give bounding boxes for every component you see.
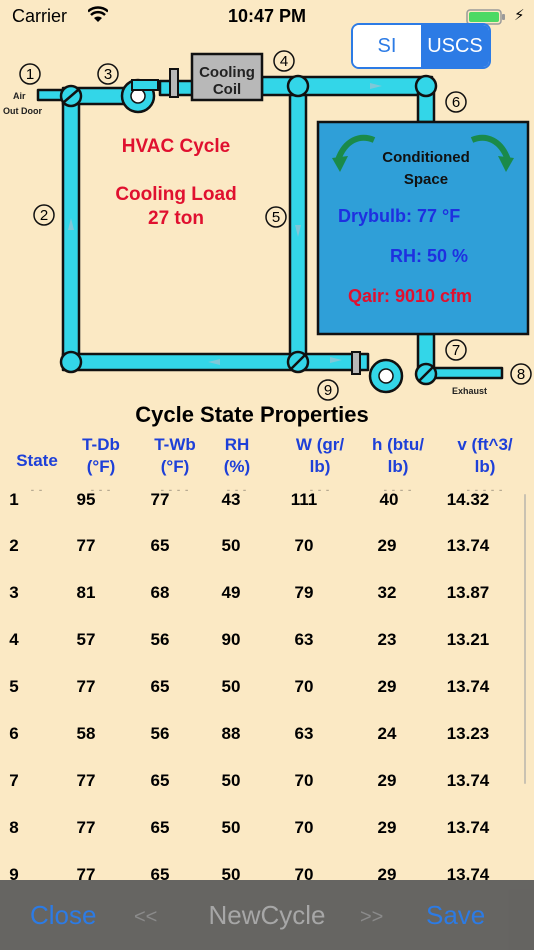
- air-outdoor-label-2: Out Door: [3, 106, 42, 116]
- curved-arrow-icon: [335, 134, 376, 162]
- table-row[interactable]: 3 81 68 49 79 32 13.87: [9, 583, 490, 602]
- return-fan: [351, 351, 404, 394]
- svg-text:2: 2: [40, 207, 48, 224]
- table-scrollbar[interactable]: [524, 494, 526, 784]
- previous-button[interactable]: <<: [134, 906, 158, 928]
- state-label-5: 5: [265, 206, 287, 228]
- bottom-toolbar: NewCycle Close << >> Save: [0, 880, 534, 950]
- state-label-9: 9: [317, 379, 339, 401]
- rh-readout: RH: 50 %: [390, 246, 468, 266]
- header-state: State - -: [16, 451, 58, 496]
- header-w: W (gr/lb) - - -: [295, 435, 345, 496]
- table-row[interactable]: 8 77 65 50 70 29 13.74: [9, 818, 490, 837]
- carrier-label: Carrier: [12, 6, 68, 26]
- svg-text:5: 5: [272, 209, 280, 226]
- units-segmented-control[interactable]: SI USCS: [351, 23, 491, 69]
- table-row[interactable]: 7 77 65 50 70 29 13.74: [9, 771, 490, 790]
- flow-arrows: [68, 83, 382, 365]
- table-row[interactable]: 6 58 56 88 63 24 13.23: [9, 724, 490, 743]
- svg-text:1: 1: [26, 66, 34, 83]
- wifi-icon: [88, 6, 108, 22]
- table-row[interactable]: 5 77 65 50 70 29 13.74: [9, 677, 490, 696]
- state-label-8: 8: [510, 363, 532, 385]
- cooling-load-title: Cooling Load: [115, 184, 236, 205]
- next-button[interactable]: >>: [360, 906, 384, 928]
- table-row[interactable]: 1 95 77 43 111 40 14.32: [9, 490, 490, 509]
- battery-icon: [466, 9, 505, 25]
- exhaust-label: Exhaust: [452, 386, 487, 396]
- cooling-coil: Cooling Coil: [169, 52, 264, 102]
- clock: 10:47 PM: [227, 6, 307, 26]
- drybulb-readout: Drybulb: 77 °F: [338, 206, 460, 226]
- state-label-4: 4: [273, 50, 295, 72]
- svg-text:3: 3: [104, 66, 112, 83]
- state-label-6: 6: [445, 91, 467, 113]
- header-h: h (btu/lb) - - - -: [372, 435, 424, 496]
- save-button[interactable]: Save: [426, 900, 486, 930]
- new-cycle-button[interactable]: NewCycle: [208, 900, 326, 930]
- header-twb: T-Wb (°F) - - - -: [154, 435, 196, 496]
- status-bar: Carrier 10:47 PM ⚡: [0, 0, 534, 34]
- svg-text:6: 6: [452, 94, 460, 111]
- curved-arrow-icon: [470, 134, 511, 162]
- header-v: v (ft^3/lb) - - - - -: [457, 435, 513, 496]
- cooling-coil-label-1: Cooling: [199, 64, 255, 81]
- table-row[interactable]: 4 57 56 90 63 23 13.21: [9, 630, 490, 649]
- hvac-cycle-diagram: Cooling Coil Conditioned Space Drybulb: …: [3, 50, 532, 401]
- header-tdb: T-Db (°F) - - -: [82, 435, 120, 496]
- space-label-2: Space: [404, 171, 448, 188]
- state-label-2: 2: [33, 204, 55, 226]
- header-rh: RH (%) - - -: [223, 435, 251, 496]
- table-title: Cycle State Properties: [135, 402, 369, 427]
- units-si-option[interactable]: SI: [353, 25, 421, 67]
- supply-fan: [120, 78, 159, 114]
- table-header: State - - T-Db (°F) - - - T-Wb (°F) - - - …: [0, 434, 534, 496]
- cooling-coil-label-2: Coil: [213, 81, 241, 98]
- state-label-1: 1: [19, 63, 41, 85]
- svg-text:9: 9: [324, 382, 332, 399]
- units-uscs-option[interactable]: USCS: [421, 25, 489, 67]
- cooling-load-value: 27 ton: [148, 208, 204, 229]
- svg-text:4: 4: [280, 53, 288, 70]
- state-label-3: 3: [97, 63, 119, 85]
- cycle-title: HVAC Cycle: [122, 136, 230, 157]
- svg-text:8: 8: [517, 366, 525, 383]
- table-row[interactable]: 9 77 65 50 70 29 13.74: [9, 865, 490, 884]
- conditioned-space: Conditioned Space Drybulb: 77 °F RH: 50 …: [316, 120, 530, 336]
- svg-text:7: 7: [452, 342, 460, 359]
- space-label-1: Conditioned: [382, 149, 469, 166]
- close-button[interactable]: Close: [30, 900, 97, 930]
- table-row[interactable]: 2 77 65 50 70 29 13.74: [9, 536, 490, 555]
- state-number-labels: 1 2 3 4 5 6 7 8 9: [19, 50, 532, 401]
- air-outdoor-label-1: Air: [13, 91, 26, 101]
- state-label-7: 7: [445, 339, 467, 361]
- qair-readout: Qair: 9010 cfm: [348, 286, 472, 306]
- charging-icon: ⚡: [514, 7, 525, 24]
